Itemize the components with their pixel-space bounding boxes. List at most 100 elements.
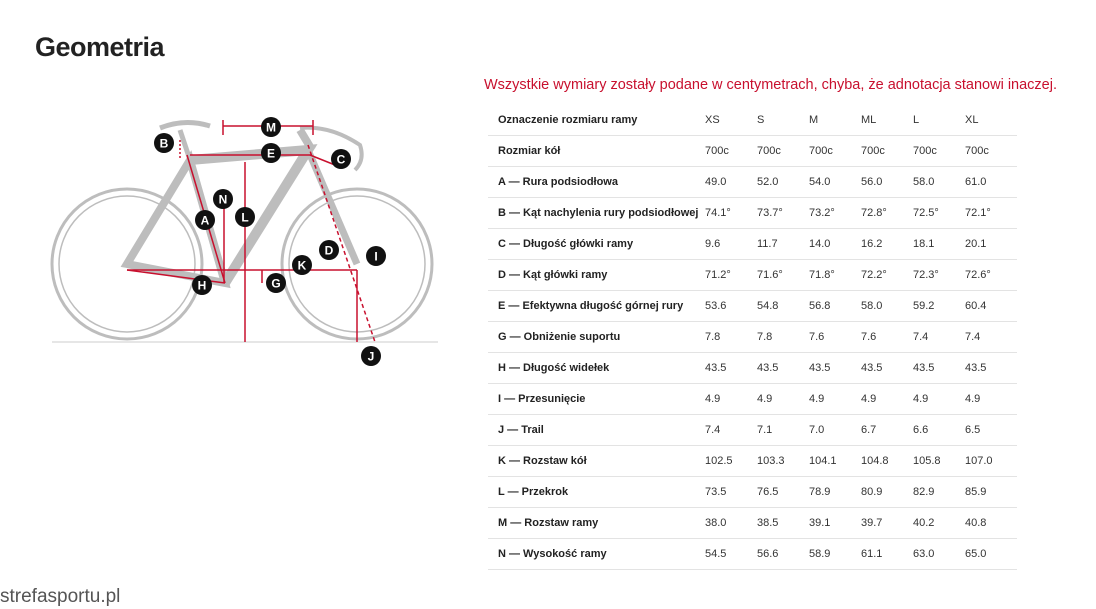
- cell: 56.0: [861, 166, 913, 198]
- table-row: K — Rozstaw kół 102.5 103.3 104.1 104.8 105.8…: [488, 445, 1017, 477]
- cell: 65.0: [965, 538, 1017, 570]
- cell: 72.6°: [965, 259, 1017, 291]
- cell: 700c: [705, 135, 757, 167]
- cell: 52.0: [757, 166, 809, 198]
- dimension-letter: E: [267, 147, 275, 161]
- cell: 7.8: [757, 321, 809, 353]
- label-badge: [154, 133, 174, 153]
- bike-diagram: B ME C NA L D I K H G J: [50, 117, 438, 366]
- cell: 103.3: [757, 445, 809, 477]
- table-row: G — Obniżenie suportu 7.8 7.8 7.6 7.6 7.4 7.4: [488, 321, 1017, 353]
- cell: 16.2: [861, 228, 913, 260]
- dimension-letter: I: [374, 250, 377, 264]
- cell: 38.0: [705, 507, 757, 539]
- cell: 18.1: [913, 228, 965, 260]
- cell: 6.7: [861, 414, 913, 446]
- cell: 54.5: [705, 538, 757, 570]
- cell: 58.0: [861, 290, 913, 322]
- row-label: G — Obniżenie suportu: [488, 321, 705, 353]
- label-badge: [195, 210, 215, 230]
- dimension-letter: B: [160, 137, 169, 151]
- cell: 53.6: [705, 290, 757, 322]
- cell: 700c: [913, 135, 965, 167]
- label-badge: [192, 275, 212, 295]
- cell: 7.4: [965, 321, 1017, 353]
- cell: 39.1: [809, 507, 861, 539]
- row-label: J — Trail: [488, 414, 705, 446]
- table-row: L — Przekrok 73.5 76.5 78.9 80.9 82.9 85.9: [488, 476, 1017, 508]
- cell: 56.6: [757, 538, 809, 570]
- cell: 72.1°: [965, 197, 1017, 229]
- dimension-letter: D: [325, 244, 334, 258]
- header-row: Oznaczenie rozmiaru ramy XS S M ML L XL: [488, 105, 1017, 136]
- row-label: D — Kąt główki ramy: [488, 259, 705, 291]
- row-label: B — Kąt nachylenia rury podsiodłowej: [488, 197, 705, 229]
- dimension-letter: J: [368, 350, 375, 364]
- table-row: I — Przesunięcie 4.9 4.9 4.9 4.9 4.9 4.9: [488, 383, 1017, 415]
- cell: 43.5: [965, 352, 1017, 384]
- row-label: Oznaczenie rozmiaru ramy: [488, 105, 705, 136]
- cell: 58.0: [913, 166, 965, 198]
- cell: 7.8: [705, 321, 757, 353]
- cell: 700c: [809, 135, 861, 167]
- size-header: XS: [705, 105, 757, 136]
- dimension-letter: M: [266, 121, 276, 135]
- cell: 14.0: [809, 228, 861, 260]
- size-header: ML: [861, 105, 913, 136]
- cell: 105.8: [913, 445, 965, 477]
- cell: 9.6: [705, 228, 757, 260]
- cell: 54.0: [809, 166, 861, 198]
- cell: 72.5°: [913, 197, 965, 229]
- row-label: K — Rozstaw kół: [488, 445, 705, 477]
- cell: 61.1: [861, 538, 913, 570]
- row-label: N — Wysokość ramy: [488, 538, 705, 570]
- cell: 38.5: [757, 507, 809, 539]
- row-label: M — Rozstaw ramy: [488, 507, 705, 539]
- cell: 700c: [757, 135, 809, 167]
- cell: 4.9: [757, 383, 809, 415]
- cell: 74.1°: [705, 197, 757, 229]
- cell: 102.5: [705, 445, 757, 477]
- size-header: M: [809, 105, 861, 136]
- cell: 63.0: [913, 538, 965, 570]
- cell: 43.5: [757, 352, 809, 384]
- cell: 20.1: [965, 228, 1017, 260]
- table-row: B — Kąt nachylenia rury podsiodłowej 74.1…: [488, 197, 1017, 229]
- label-badge: [331, 149, 351, 169]
- size-header: S: [757, 105, 809, 136]
- watermark: strefasportu.pl: [0, 586, 121, 607]
- cell: 7.4: [705, 414, 757, 446]
- label-badge: [261, 117, 281, 137]
- cell: 104.8: [861, 445, 913, 477]
- table-row: H — Długość widełek 43.5 43.5 43.5 43.5 43.5 4…: [488, 352, 1017, 384]
- cell: 71.6°: [757, 259, 809, 291]
- dimension-letter: C: [337, 153, 346, 167]
- dimension-letter: N: [219, 193, 228, 207]
- cell: 82.9: [913, 476, 965, 508]
- cell: 60.4: [965, 290, 1017, 322]
- row-label: A — Rura podsiodłowa: [488, 166, 705, 198]
- cell: 700c: [861, 135, 913, 167]
- cell: 7.4: [913, 321, 965, 353]
- cell: 73.5: [705, 476, 757, 508]
- cell: 49.0: [705, 166, 757, 198]
- cell: 73.7°: [757, 197, 809, 229]
- cell: 4.9: [965, 383, 1017, 415]
- cell: 76.5: [757, 476, 809, 508]
- row-label: H — Długość widełek: [488, 352, 705, 384]
- label-badge: [261, 143, 281, 163]
- cell: 4.9: [913, 383, 965, 415]
- units-note: Wszystkie wymiary zostały podane w centy…: [484, 77, 1057, 93]
- label-badge: [213, 189, 233, 209]
- size-header: L: [913, 105, 965, 136]
- cell: 61.0: [965, 166, 1017, 198]
- cell: 7.1: [757, 414, 809, 446]
- table-row: C — Długość główki ramy 9.6 11.7 14.0 16.2 18…: [488, 228, 1017, 260]
- cell: 43.5: [809, 352, 861, 384]
- cell: 43.5: [705, 352, 757, 384]
- dimension-letter: K: [298, 259, 307, 273]
- cell: 40.2: [913, 507, 965, 539]
- cell: 40.8: [965, 507, 1017, 539]
- cell: 11.7: [757, 228, 809, 260]
- cell: 7.6: [861, 321, 913, 353]
